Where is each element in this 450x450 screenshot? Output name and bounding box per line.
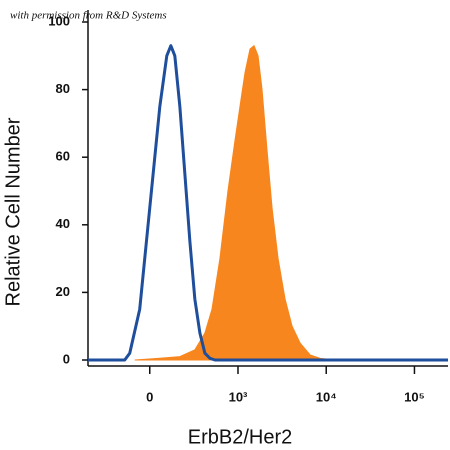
histogram-line — [88, 44, 448, 362]
x-axis-label: ErbB2/Her2 — [188, 426, 293, 448]
x-tick-label: 10⁵ — [404, 389, 425, 404]
x-tick-label: 10⁴ — [316, 389, 337, 404]
y-tick-label: 0 — [63, 351, 70, 366]
y-tick-label: 100 — [48, 13, 70, 28]
y-tick-label: 40 — [56, 216, 70, 231]
x-tick-label: 0 — [146, 389, 153, 404]
y-axis-label: Relative Cell Number — [2, 117, 24, 306]
y-tick-label: 60 — [56, 149, 70, 164]
y-tick-label: 20 — [56, 284, 70, 299]
y-tick-label: 80 — [56, 81, 70, 96]
histogram-area — [134, 44, 336, 361]
x-tick-label: 10³ — [229, 389, 248, 404]
